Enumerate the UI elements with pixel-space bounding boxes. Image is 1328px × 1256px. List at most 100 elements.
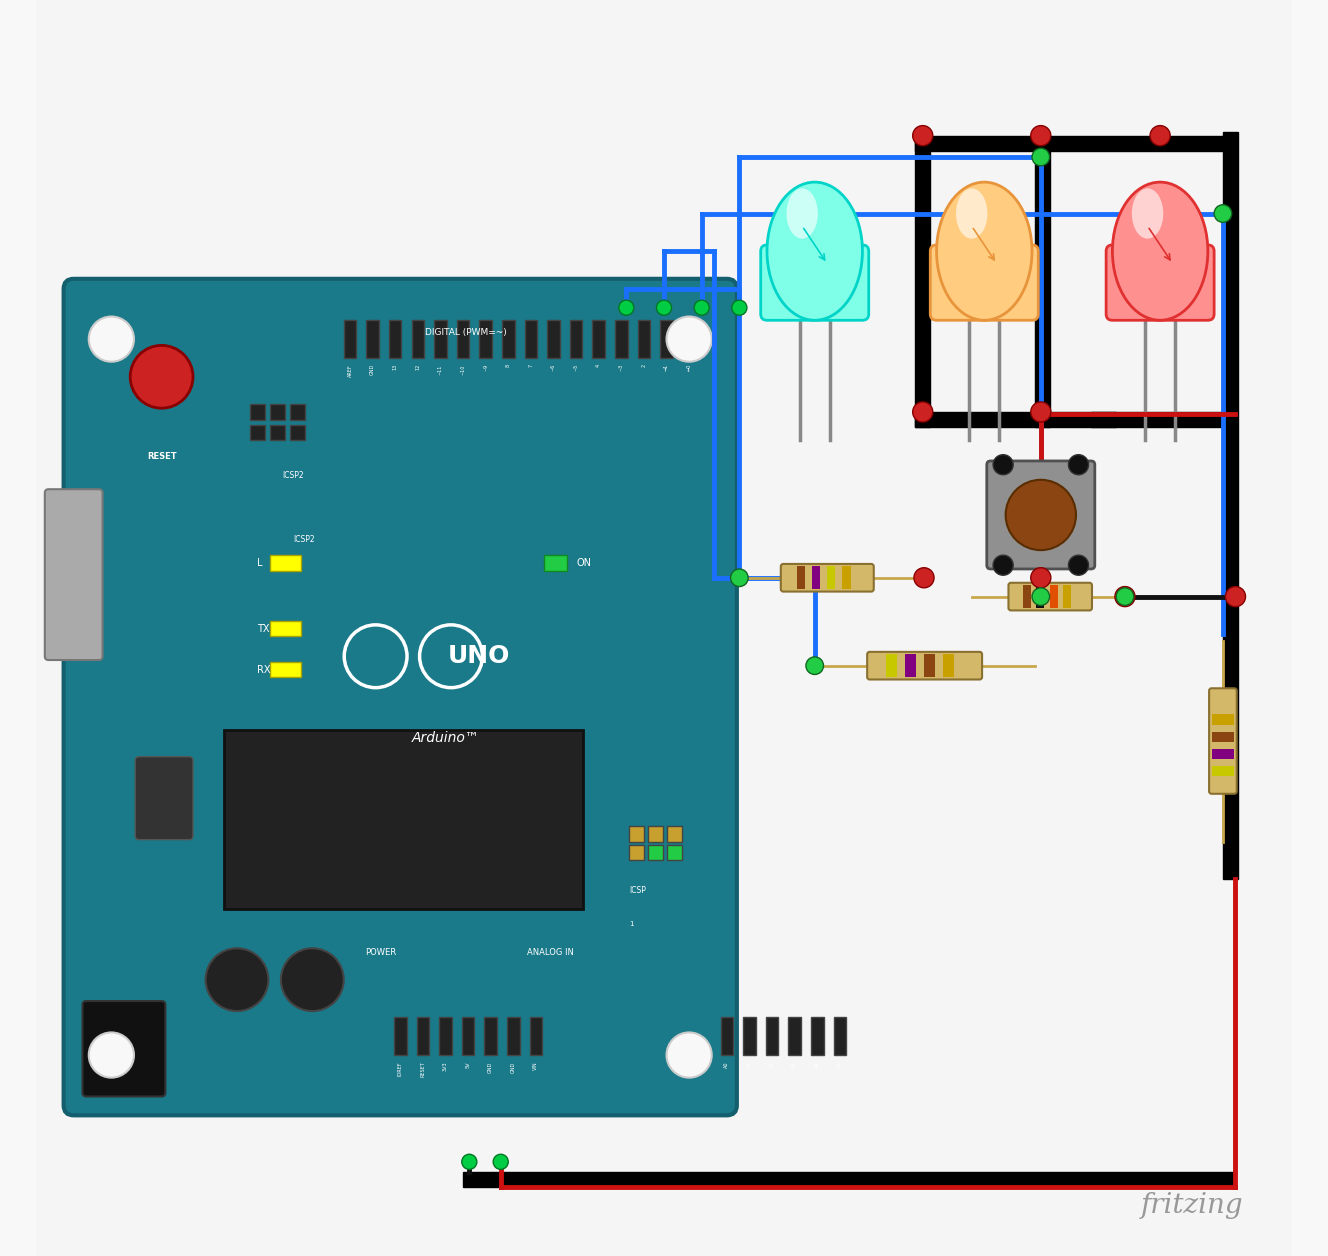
Bar — [417, 1017, 429, 1055]
Circle shape — [1069, 455, 1089, 475]
Text: RESET: RESET — [421, 1061, 425, 1078]
Bar — [1023, 585, 1031, 608]
Text: 7: 7 — [529, 364, 534, 367]
Bar — [502, 320, 514, 358]
Circle shape — [1214, 205, 1231, 222]
FancyBboxPatch shape — [867, 652, 983, 679]
Bar — [434, 320, 446, 358]
Bar — [1049, 585, 1057, 608]
FancyBboxPatch shape — [987, 461, 1094, 569]
Bar — [344, 320, 356, 358]
Circle shape — [1032, 588, 1049, 605]
Text: ICSP2: ICSP2 — [293, 535, 315, 544]
Bar — [943, 654, 954, 677]
Text: ~9: ~9 — [483, 364, 489, 372]
Text: UNO: UNO — [448, 644, 510, 668]
Bar — [270, 425, 284, 440]
Bar — [789, 1017, 801, 1055]
FancyBboxPatch shape — [1008, 583, 1092, 610]
Text: GND: GND — [489, 1061, 493, 1073]
FancyBboxPatch shape — [135, 756, 193, 839]
Circle shape — [89, 317, 134, 362]
Text: RX: RX — [256, 664, 270, 674]
Circle shape — [993, 455, 1013, 475]
Bar — [1211, 715, 1234, 725]
Circle shape — [914, 568, 934, 588]
Bar — [270, 555, 301, 570]
FancyBboxPatch shape — [1106, 245, 1214, 320]
Circle shape — [1069, 555, 1089, 575]
Circle shape — [1116, 588, 1134, 605]
Bar — [250, 404, 264, 420]
Bar — [915, 136, 931, 427]
Bar — [1092, 412, 1223, 427]
Ellipse shape — [1113, 182, 1208, 320]
Bar — [826, 566, 835, 589]
Text: 2: 2 — [641, 364, 647, 367]
Text: ICSP2: ICSP2 — [283, 471, 304, 480]
Bar — [1223, 132, 1238, 879]
Circle shape — [656, 300, 672, 315]
Text: ~5: ~5 — [574, 364, 579, 372]
Bar — [463, 1172, 1235, 1187]
Text: A2: A2 — [769, 1061, 774, 1068]
FancyBboxPatch shape — [1208, 688, 1236, 794]
Bar — [667, 826, 681, 842]
Circle shape — [806, 657, 823, 674]
Bar — [412, 320, 424, 358]
Ellipse shape — [956, 188, 988, 239]
Text: ~6: ~6 — [551, 364, 556, 372]
Bar — [525, 320, 537, 358]
Text: 5V: 5V — [466, 1061, 470, 1068]
Bar — [1211, 766, 1234, 776]
FancyBboxPatch shape — [781, 564, 874, 592]
Circle shape — [993, 555, 1013, 575]
Bar — [1035, 136, 1049, 427]
Bar — [834, 1017, 846, 1055]
Bar — [811, 1017, 823, 1055]
Bar — [485, 1017, 497, 1055]
Text: ~10: ~10 — [461, 364, 466, 374]
Bar — [1211, 732, 1234, 742]
Bar — [250, 425, 264, 440]
Bar — [570, 320, 583, 358]
Circle shape — [619, 300, 633, 315]
Text: 1: 1 — [629, 921, 633, 927]
Text: A4: A4 — [815, 1061, 819, 1068]
Circle shape — [1226, 587, 1246, 607]
Text: A1: A1 — [746, 1061, 752, 1068]
Bar — [367, 320, 378, 358]
Circle shape — [667, 1032, 712, 1078]
Circle shape — [1150, 126, 1170, 146]
Bar — [1064, 585, 1070, 608]
Bar — [915, 136, 1223, 151]
Circle shape — [1031, 126, 1050, 146]
FancyBboxPatch shape — [761, 245, 869, 320]
Bar — [462, 1017, 474, 1055]
FancyBboxPatch shape — [64, 279, 737, 1115]
Text: ~11: ~11 — [438, 364, 444, 374]
Text: →1: →1 — [664, 364, 669, 372]
Circle shape — [732, 300, 746, 315]
Ellipse shape — [1131, 188, 1163, 239]
Circle shape — [206, 948, 268, 1011]
Bar — [648, 826, 663, 842]
Bar — [547, 320, 560, 358]
Text: GND: GND — [371, 364, 374, 376]
Text: Arduino™: Arduino™ — [412, 731, 479, 745]
Bar — [886, 654, 898, 677]
Bar — [1036, 585, 1044, 608]
Bar — [389, 320, 401, 358]
Bar — [842, 566, 850, 589]
FancyBboxPatch shape — [82, 1001, 166, 1096]
Circle shape — [282, 948, 344, 1011]
Circle shape — [1005, 480, 1076, 550]
Bar — [629, 845, 644, 860]
Ellipse shape — [768, 182, 862, 320]
Text: 3V3: 3V3 — [444, 1061, 448, 1071]
Bar — [660, 320, 673, 358]
Bar — [744, 1017, 756, 1055]
Bar — [224, 730, 583, 909]
Text: A3: A3 — [791, 1061, 797, 1068]
Circle shape — [1031, 402, 1050, 422]
